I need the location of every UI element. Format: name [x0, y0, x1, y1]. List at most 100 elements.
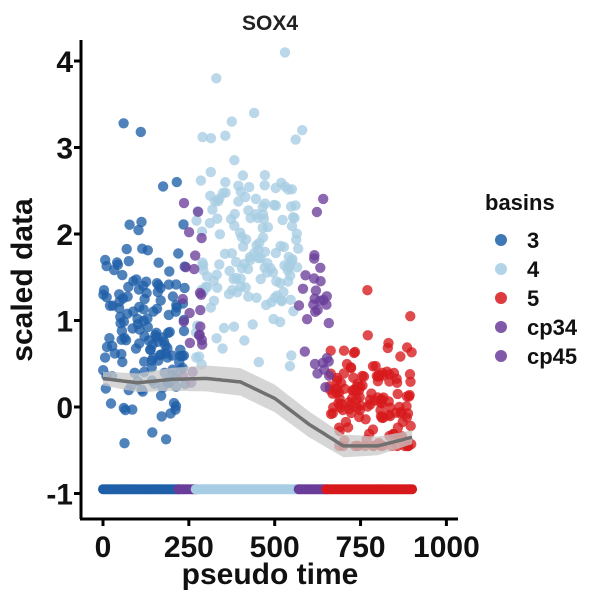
- data-point: [190, 250, 201, 261]
- data-point: [375, 411, 387, 422]
- data-point: [146, 355, 157, 366]
- y-axis-label: scaled data: [6, 198, 39, 362]
- data-point: [142, 321, 153, 333]
- data-point: [277, 214, 288, 226]
- data-point: [282, 276, 294, 287]
- data-point: [235, 281, 246, 292]
- data-point: [406, 347, 417, 358]
- data-point: [211, 333, 222, 344]
- data-point: [283, 184, 294, 195]
- data-point: [385, 402, 396, 413]
- data-point: [211, 73, 222, 84]
- data-point: [276, 296, 287, 307]
- data-point: [147, 427, 158, 438]
- data-point: [153, 257, 164, 268]
- data-point: [367, 361, 379, 372]
- legend-item-cp45: cp45: [495, 344, 577, 369]
- data-point: [244, 181, 255, 193]
- data-point: [220, 177, 231, 188]
- data-point: [101, 341, 113, 353]
- data-point: [268, 313, 279, 325]
- data-point: [290, 134, 301, 145]
- data-point: [156, 411, 167, 422]
- data-point: [114, 303, 125, 314]
- data-point: [136, 216, 147, 228]
- data-point: [99, 352, 111, 363]
- data-point: [366, 388, 377, 399]
- data-point: [141, 276, 152, 287]
- x-tick-label: 1000: [413, 531, 480, 564]
- data-point: [297, 125, 308, 136]
- data-point: [270, 182, 281, 194]
- x-axis-ticks: 0 250 500 750 1000: [95, 519, 480, 564]
- data-point: [259, 198, 271, 209]
- trend-line-group: [102, 365, 413, 458]
- data-point: [171, 176, 182, 188]
- data-point: [255, 273, 266, 285]
- data-point: [323, 317, 334, 329]
- data-point: [254, 237, 265, 249]
- data-point: [233, 196, 244, 207]
- y-tick-label: 0: [56, 392, 73, 425]
- legend-swatch: [495, 292, 507, 304]
- data-point: [122, 291, 133, 302]
- data-point: [135, 126, 146, 138]
- data-point: [285, 294, 296, 305]
- data-point: [283, 251, 294, 263]
- data-point: [262, 222, 274, 233]
- legend-label: 4: [527, 257, 540, 282]
- data-point: [179, 282, 190, 294]
- data-point: [243, 291, 254, 302]
- data-point: [119, 438, 130, 449]
- data-point: [308, 273, 320, 284]
- data-point: [286, 220, 298, 232]
- legend-label: 3: [527, 228, 539, 253]
- legend-swatch: [495, 234, 507, 246]
- trend-confidence-band: [103, 365, 413, 458]
- data-point: [250, 193, 262, 205]
- legend-item-4: 4: [495, 257, 540, 282]
- data-point: [341, 358, 353, 370]
- data-point: [259, 246, 271, 257]
- data-point: [284, 361, 296, 372]
- x-tick-label: 0: [95, 531, 112, 564]
- data-point: [243, 205, 254, 216]
- data-point: [315, 262, 326, 273]
- data-point: [189, 263, 200, 275]
- data-point: [383, 337, 394, 349]
- data-point: [100, 254, 111, 266]
- data-point: [259, 170, 271, 181]
- data-point: [348, 372, 359, 383]
- data-point: [374, 369, 385, 381]
- data-point: [137, 243, 148, 254]
- data-point: [214, 229, 226, 240]
- data-point: [164, 266, 175, 277]
- data-point: [325, 408, 337, 420]
- data-point: [116, 334, 127, 345]
- x-tick-label: 500: [250, 531, 300, 564]
- data-point: [404, 369, 416, 380]
- data-point: [320, 382, 331, 393]
- y-tick-label: 1: [56, 306, 73, 339]
- data-point: [278, 241, 290, 253]
- x-axis-label: pseudo time: [182, 558, 359, 591]
- data-point: [170, 279, 182, 290]
- y-tick-label: 2: [56, 219, 73, 252]
- data-point: [191, 352, 202, 363]
- data-point: [197, 260, 209, 271]
- data-point: [173, 248, 184, 259]
- data-point: [228, 321, 240, 332]
- data-point: [391, 373, 402, 384]
- data-point: [247, 319, 258, 330]
- y-tick-label: -1: [46, 479, 73, 512]
- data-point: [340, 416, 352, 428]
- data-point: [251, 292, 262, 303]
- data-point: [116, 325, 128, 337]
- data-point: [229, 208, 240, 220]
- data-point: [381, 366, 393, 377]
- data-point: [167, 350, 178, 361]
- data-point: [134, 338, 145, 349]
- data-point: [112, 259, 124, 270]
- data-point: [195, 175, 207, 186]
